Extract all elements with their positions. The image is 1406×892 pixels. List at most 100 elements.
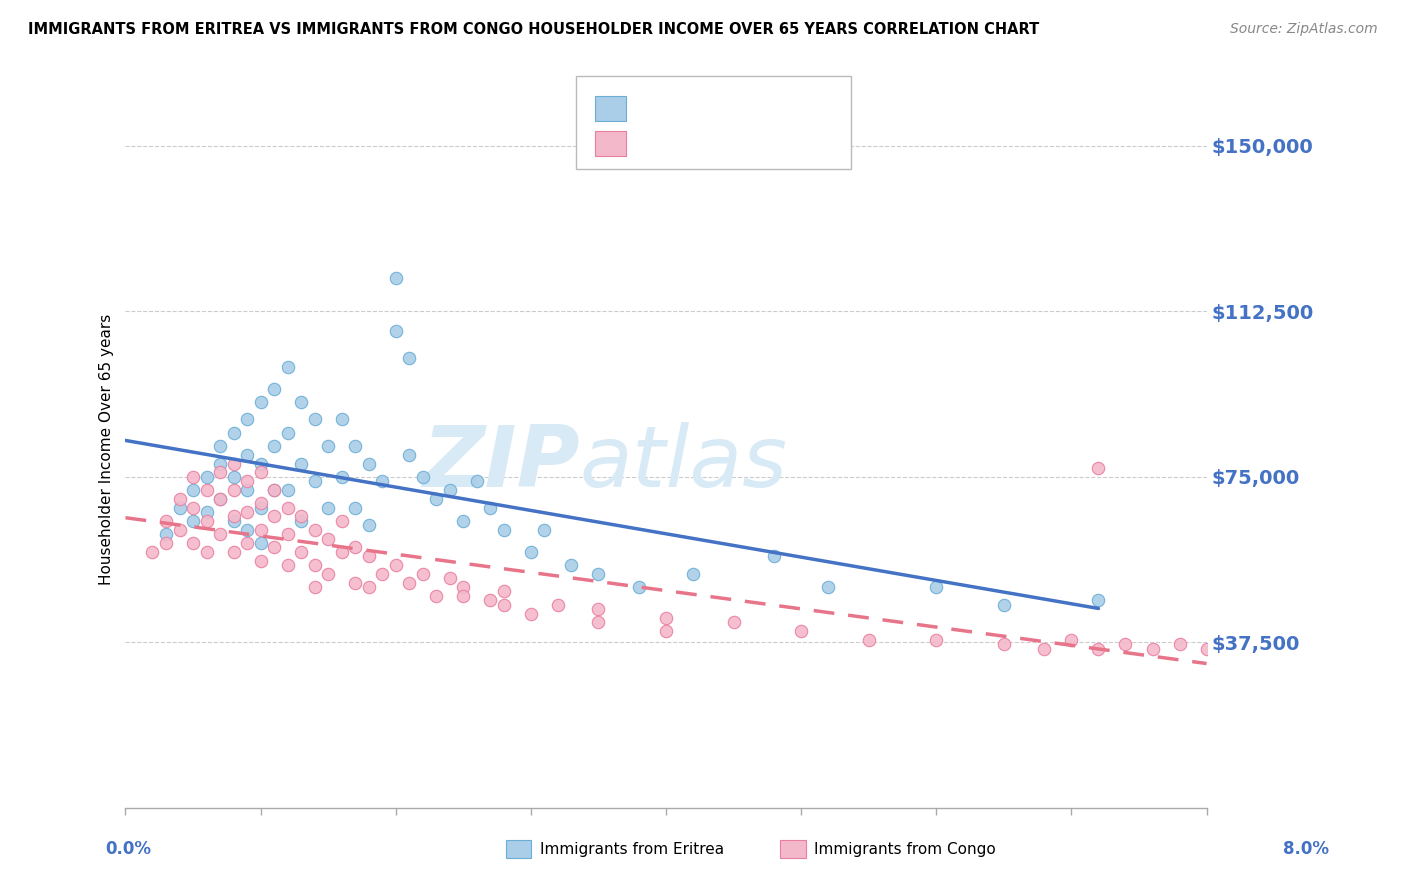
Point bbox=[547, 598, 569, 612]
Point bbox=[277, 425, 299, 440]
Point bbox=[412, 566, 434, 581]
Point bbox=[925, 580, 948, 594]
Point bbox=[858, 632, 880, 647]
Point bbox=[588, 602, 610, 616]
Point bbox=[330, 470, 353, 484]
Point bbox=[195, 514, 218, 528]
Point bbox=[817, 580, 839, 594]
Point bbox=[209, 466, 232, 480]
Point bbox=[465, 474, 488, 488]
Point bbox=[330, 412, 353, 426]
Point bbox=[195, 545, 218, 559]
Point bbox=[249, 466, 271, 480]
Point bbox=[1195, 641, 1218, 656]
Point bbox=[993, 637, 1015, 651]
Point bbox=[263, 541, 285, 555]
Point bbox=[169, 523, 191, 537]
Point bbox=[1060, 632, 1083, 647]
Point bbox=[209, 457, 232, 471]
Point bbox=[492, 598, 515, 612]
Text: 8.0%: 8.0% bbox=[1282, 840, 1329, 858]
Point bbox=[925, 632, 948, 647]
Point bbox=[263, 439, 285, 453]
Point bbox=[1114, 637, 1136, 651]
Point bbox=[277, 527, 299, 541]
Point bbox=[520, 607, 543, 621]
Point bbox=[249, 536, 271, 550]
Point bbox=[1142, 641, 1164, 656]
Point bbox=[371, 566, 394, 581]
Point bbox=[195, 470, 218, 484]
Point bbox=[588, 566, 610, 581]
Text: R = -0.321   N = 62: R = -0.321 N = 62 bbox=[634, 99, 811, 117]
Point bbox=[290, 457, 312, 471]
Point bbox=[290, 394, 312, 409]
Point bbox=[492, 584, 515, 599]
Point bbox=[155, 514, 177, 528]
Point bbox=[304, 474, 326, 488]
Point bbox=[723, 615, 745, 630]
Point bbox=[263, 382, 285, 396]
Point bbox=[236, 505, 259, 519]
Point bbox=[344, 439, 367, 453]
Point bbox=[169, 500, 191, 515]
Point bbox=[304, 558, 326, 572]
Y-axis label: Householder Income Over 65 years: Householder Income Over 65 years bbox=[100, 314, 114, 585]
Point bbox=[330, 514, 353, 528]
Point bbox=[398, 351, 420, 365]
Point bbox=[222, 457, 245, 471]
Point bbox=[290, 509, 312, 524]
Point bbox=[195, 505, 218, 519]
Point bbox=[263, 483, 285, 497]
Point bbox=[290, 545, 312, 559]
Point bbox=[316, 500, 339, 515]
Point bbox=[520, 545, 543, 559]
Point bbox=[222, 483, 245, 497]
Point bbox=[155, 527, 177, 541]
Point bbox=[412, 470, 434, 484]
Point bbox=[439, 483, 461, 497]
Point bbox=[236, 448, 259, 462]
Point bbox=[304, 412, 326, 426]
Point bbox=[371, 474, 394, 488]
Point bbox=[222, 470, 245, 484]
Point bbox=[790, 624, 813, 639]
Point bbox=[993, 598, 1015, 612]
Point bbox=[560, 558, 582, 572]
Point bbox=[249, 553, 271, 567]
Point bbox=[344, 575, 367, 590]
Point bbox=[398, 575, 420, 590]
Point bbox=[181, 483, 204, 497]
Point bbox=[588, 615, 610, 630]
Point bbox=[181, 500, 204, 515]
Point bbox=[439, 571, 461, 585]
Point bbox=[181, 470, 204, 484]
Point bbox=[316, 566, 339, 581]
Point bbox=[249, 457, 271, 471]
Point bbox=[655, 611, 678, 625]
Point bbox=[316, 439, 339, 453]
Point bbox=[277, 558, 299, 572]
Point bbox=[425, 589, 447, 603]
Point bbox=[249, 496, 271, 510]
Point bbox=[479, 593, 502, 607]
Point bbox=[1033, 641, 1056, 656]
Point bbox=[357, 518, 380, 533]
Point bbox=[655, 624, 678, 639]
Point bbox=[277, 483, 299, 497]
Point bbox=[316, 532, 339, 546]
Point bbox=[304, 523, 326, 537]
Point bbox=[181, 514, 204, 528]
Point bbox=[479, 500, 502, 515]
Point bbox=[453, 514, 475, 528]
Point bbox=[304, 580, 326, 594]
Point bbox=[236, 483, 259, 497]
Point bbox=[344, 500, 367, 515]
Point bbox=[236, 412, 259, 426]
Point bbox=[453, 580, 475, 594]
Point bbox=[209, 527, 232, 541]
Text: R = -0.123   N = 74: R = -0.123 N = 74 bbox=[634, 135, 811, 153]
Point bbox=[277, 359, 299, 374]
Point bbox=[344, 541, 367, 555]
Point bbox=[222, 514, 245, 528]
